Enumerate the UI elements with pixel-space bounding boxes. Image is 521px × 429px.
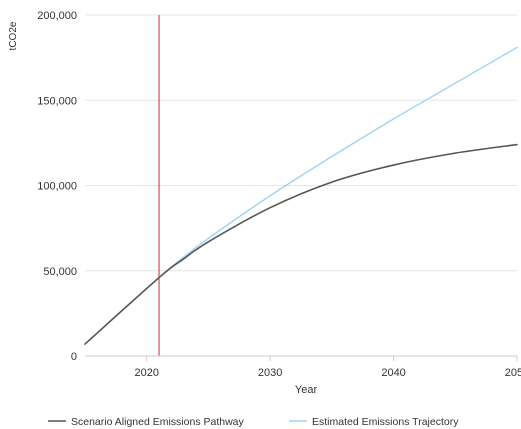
y-tick-label: 150,000 bbox=[37, 95, 77, 107]
series-group bbox=[84, 46, 518, 345]
y-tick-label: 50,000 bbox=[43, 266, 77, 278]
x-tick-label: 2040 bbox=[381, 367, 405, 379]
legend-label-estimated-trajectory: Estimated Emissions Trajectory bbox=[312, 416, 459, 428]
y-axis-label: tCO2e bbox=[8, 21, 19, 50]
x-tick-label: 2020 bbox=[134, 367, 158, 379]
x-axis-label: Year bbox=[295, 384, 318, 396]
axes-group: 0 50,000 100,000 150,000 200,000 2020 2030 2040… bbox=[37, 10, 521, 379]
legend: Scenario Aligned Emissions Pathway Estim… bbox=[48, 416, 459, 428]
x-tick-label: 2050 bbox=[505, 367, 521, 379]
legend-label-scenario-pathway: Scenario Aligned Emissions Pathway bbox=[71, 416, 245, 428]
series-line-estimated-trajectory bbox=[84, 46, 518, 345]
series-line-scenario-pathway bbox=[84, 143, 518, 345]
y-tick-label: 0 bbox=[71, 351, 77, 363]
x-tick-label: 2030 bbox=[258, 367, 282, 379]
grid-lines bbox=[85, 14, 517, 272]
y-tick-label: 200,000 bbox=[37, 10, 77, 22]
y-tick-label: 100,000 bbox=[37, 181, 77, 193]
